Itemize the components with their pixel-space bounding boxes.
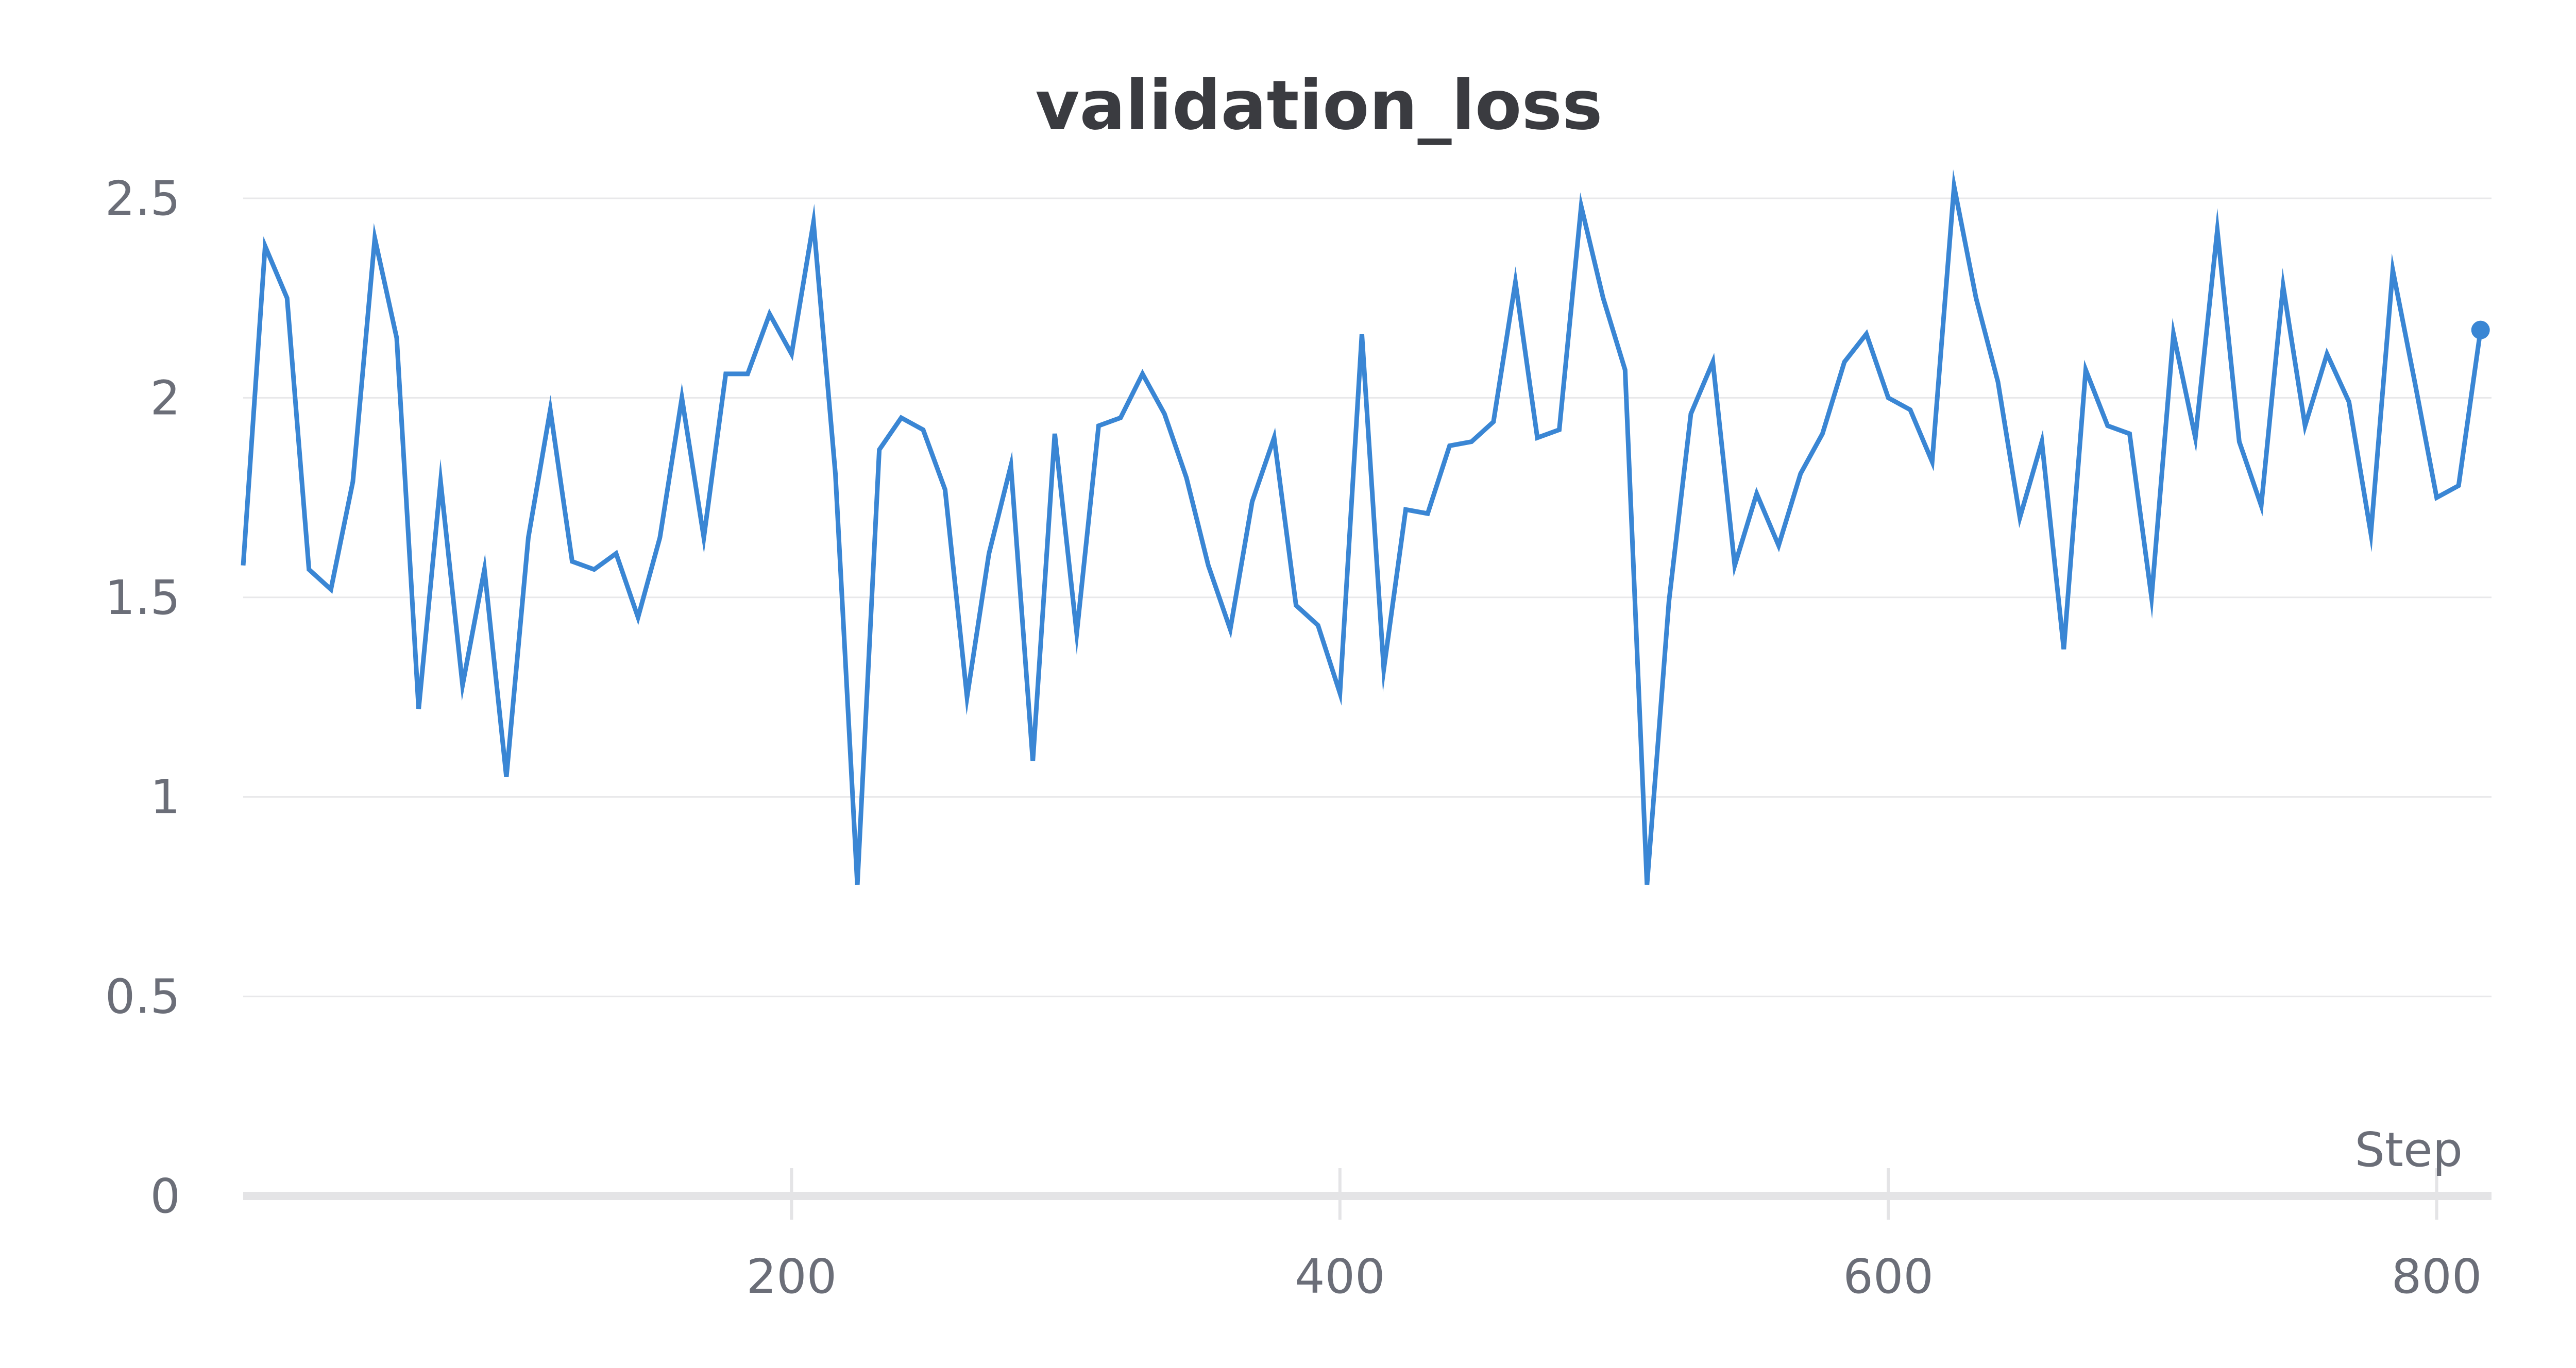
y-tick-label: 0 [150, 1169, 180, 1224]
y-tick-label: 1.5 [105, 570, 180, 625]
x-tick-label: 400 [1295, 1249, 1385, 1304]
y-tick-label: 2 [150, 370, 180, 425]
x-tick-label: 200 [747, 1249, 837, 1304]
x-tick-label: 800 [2392, 1249, 2482, 1304]
gridlines [243, 197, 2492, 998]
last-point-marker [2471, 320, 2490, 339]
x-tick-label: 600 [1843, 1249, 1934, 1304]
chart-title: validation_loss [1035, 66, 1602, 145]
series-layer [241, 169, 2490, 885]
x-axis-label: Step [2355, 1122, 2463, 1177]
x-axis [243, 1168, 2492, 1220]
y-axis-tick-labels: 0 0.5 1 1.5 2 2.5 [105, 171, 180, 1224]
x-axis-tick-labels: 200 400 600 800 [747, 1249, 2482, 1304]
series-line [241, 169, 2483, 885]
y-tick-label: 0.5 [105, 969, 180, 1024]
y-tick-label: 1 [150, 770, 180, 825]
y-tick-label: 2.5 [105, 171, 180, 226]
